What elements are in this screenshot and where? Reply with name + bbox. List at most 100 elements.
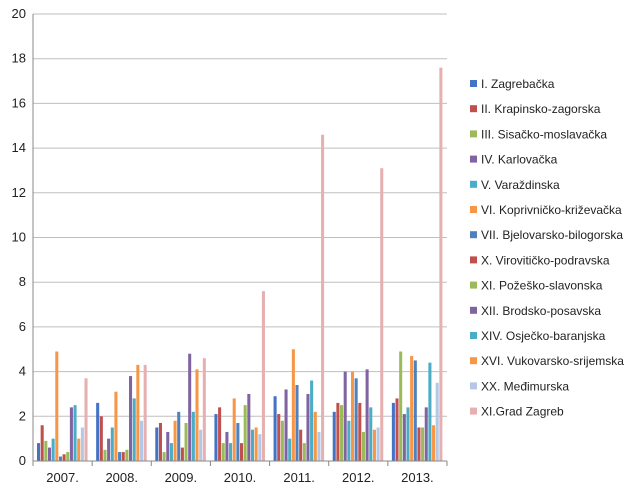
bar xyxy=(428,362,432,461)
bar xyxy=(347,420,351,461)
bar xyxy=(136,364,140,461)
x-tick-label: 2011. xyxy=(283,470,315,485)
y-tick-label: 0 xyxy=(19,453,26,468)
bar xyxy=(73,405,77,462)
bar xyxy=(261,291,265,461)
bar xyxy=(299,429,303,461)
bar xyxy=(395,398,399,461)
bar xyxy=(406,407,410,461)
y-tick-label: 2 xyxy=(19,408,26,423)
bar xyxy=(284,389,288,461)
bar xyxy=(439,67,443,461)
bar xyxy=(132,398,136,461)
x-tick-label: 2010. xyxy=(224,470,257,485)
y-tick-label: 10 xyxy=(12,230,26,245)
bar xyxy=(118,452,122,461)
bar xyxy=(399,351,403,461)
x-tick-label: 2008. xyxy=(105,470,138,485)
bar xyxy=(184,423,188,461)
legend-label: X. Virovitičko-podravska xyxy=(481,253,610,267)
bar xyxy=(55,351,59,461)
legend-swatch xyxy=(470,281,477,289)
bar xyxy=(250,429,255,461)
bar xyxy=(332,411,336,461)
bar xyxy=(365,369,369,461)
bar xyxy=(47,447,52,461)
bar xyxy=(169,443,173,461)
bar xyxy=(166,431,170,461)
x-tick-label: 2013. xyxy=(401,470,434,485)
bar xyxy=(435,382,439,461)
bar xyxy=(37,443,41,461)
y-tick-label: 14 xyxy=(12,140,26,155)
bar xyxy=(143,364,147,461)
bar xyxy=(221,443,225,461)
legend-label: XI.Grad Zagreb xyxy=(481,405,564,419)
bar xyxy=(254,427,258,461)
bar xyxy=(96,402,100,461)
legend-swatch xyxy=(470,357,477,365)
y-tick-label: 8 xyxy=(19,274,26,289)
bar xyxy=(107,438,111,461)
bar xyxy=(121,452,125,461)
y-tick-label: 6 xyxy=(19,319,26,334)
y-tick-label: 16 xyxy=(12,95,26,110)
bar xyxy=(273,396,277,461)
bar xyxy=(424,407,428,461)
bar xyxy=(343,371,347,461)
bar xyxy=(218,407,222,461)
bar xyxy=(199,429,203,461)
bar xyxy=(369,407,373,461)
y-tick-label: 18 xyxy=(12,51,26,66)
bar xyxy=(313,411,317,461)
bar xyxy=(372,429,376,461)
bar xyxy=(350,371,355,461)
bar xyxy=(361,431,365,461)
legend-swatch xyxy=(470,180,477,188)
bar xyxy=(103,449,107,461)
bar xyxy=(336,402,340,461)
bar xyxy=(243,405,247,462)
bar xyxy=(295,385,299,461)
legend-label: XIV. Osječko-baranjska xyxy=(481,329,606,343)
legend-label: XX. Međimurska xyxy=(481,379,569,393)
bar xyxy=(288,438,292,461)
bar xyxy=(180,447,184,461)
legend-label: IV. Karlovačka xyxy=(481,153,558,167)
bar xyxy=(321,134,325,461)
bar xyxy=(158,423,162,461)
bar xyxy=(188,353,192,461)
bar xyxy=(310,380,314,461)
bar xyxy=(214,414,218,461)
bar xyxy=(225,431,229,461)
bar xyxy=(77,438,81,461)
bar xyxy=(191,411,195,461)
bar xyxy=(247,393,251,461)
legend-swatch xyxy=(470,105,477,113)
bar xyxy=(421,427,425,461)
bar xyxy=(173,420,177,461)
bar xyxy=(291,349,295,461)
gridlines xyxy=(33,13,447,417)
bar xyxy=(195,369,199,461)
legend-swatch xyxy=(470,332,477,339)
bar xyxy=(51,438,55,461)
bar xyxy=(410,355,414,461)
bar xyxy=(402,414,406,461)
bar xyxy=(232,398,236,461)
bar xyxy=(354,378,358,461)
bar xyxy=(40,425,44,461)
bar xyxy=(62,454,66,461)
bar xyxy=(302,443,306,461)
legend-swatch xyxy=(470,407,477,415)
bar xyxy=(380,168,384,461)
bar xyxy=(125,449,129,461)
bar xyxy=(358,402,362,461)
bar xyxy=(376,427,380,461)
axes xyxy=(32,14,448,466)
legend-label: V. Varaždinska xyxy=(481,178,560,192)
legend-swatch xyxy=(470,306,477,314)
bar xyxy=(432,425,436,461)
